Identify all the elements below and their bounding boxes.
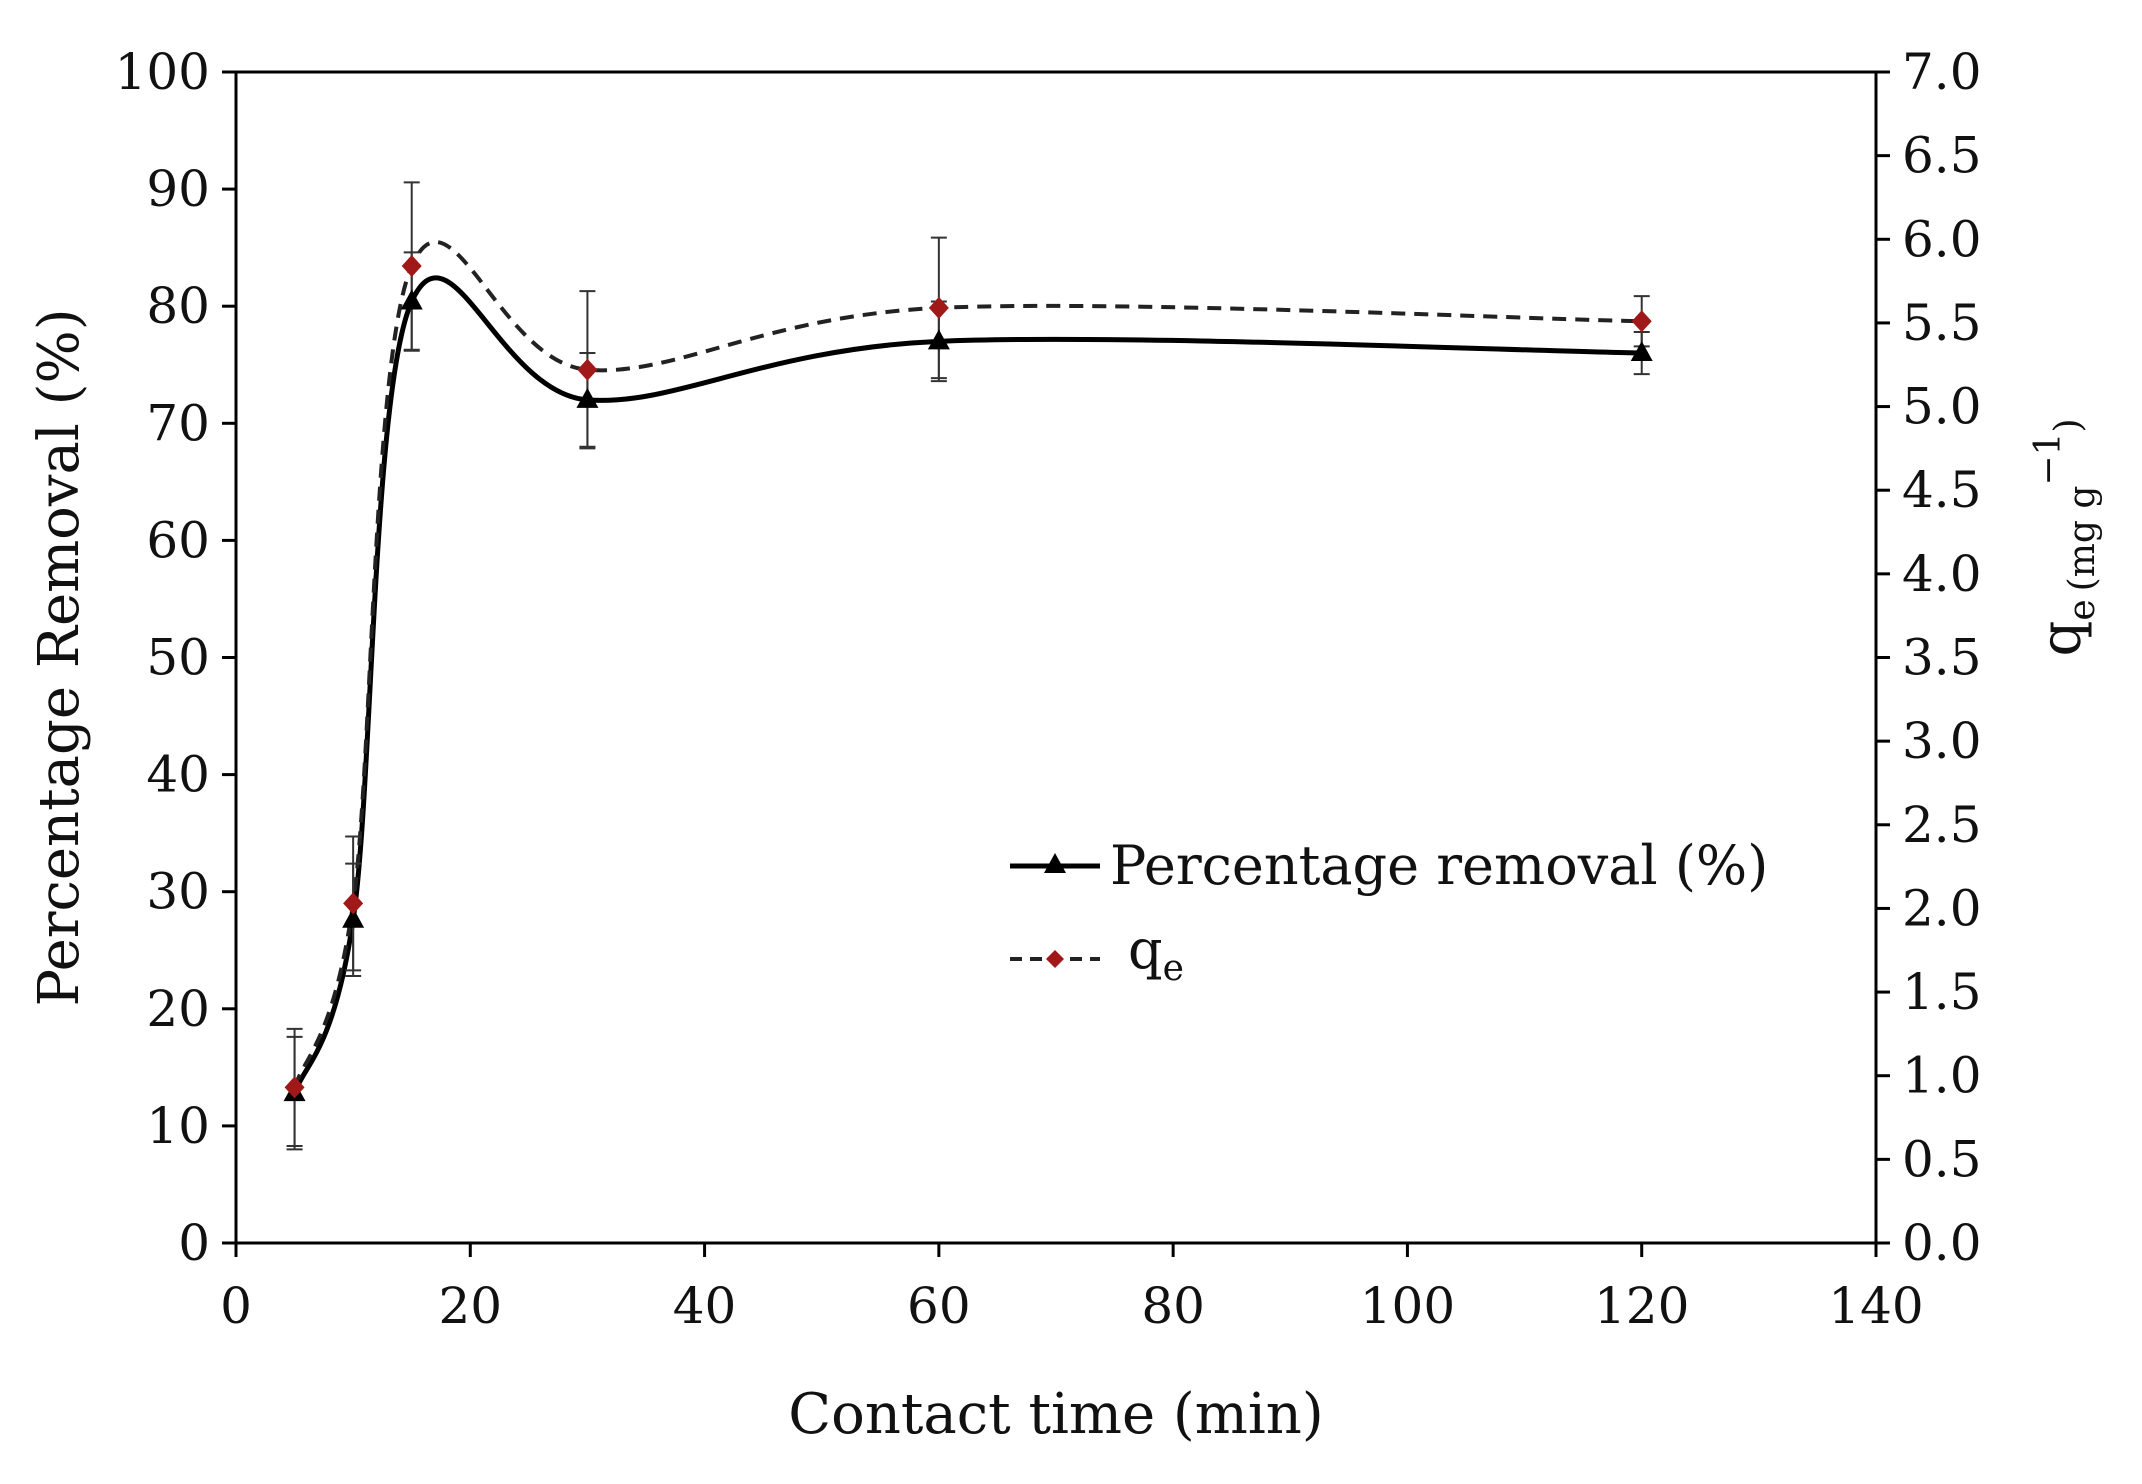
- data-point-qe: [928, 296, 949, 319]
- y-tick-label: 10: [146, 1097, 210, 1155]
- data-point-qe: [284, 1076, 305, 1099]
- data-point-qe: [1631, 310, 1652, 333]
- series-line-qe: [292, 240, 1642, 1089]
- y2-tick-label: 1.0: [1902, 1047, 1982, 1105]
- y2-title-unit: (mg g: [2062, 486, 2103, 592]
- legend-qe-sub: e: [1163, 948, 1184, 989]
- y2-tick-label: 6.0: [1902, 210, 1982, 268]
- x-tick-label: 0: [220, 1277, 252, 1335]
- y-tick-label: 90: [146, 160, 210, 218]
- y-tick-label: 100: [115, 43, 210, 101]
- legend-label-percentage: Percentage removal (%): [1110, 834, 1768, 897]
- x-tick-label: 100: [1360, 1277, 1455, 1335]
- y2-title-close: ): [2048, 418, 2089, 432]
- x-tick-label: 80: [1141, 1277, 1205, 1335]
- y2-tick-label: 2.5: [1902, 796, 1982, 854]
- legend-qe-main: q: [1128, 918, 1163, 981]
- data-point-percentage: [927, 329, 950, 350]
- legend-label-qe: qe: [1128, 918, 1184, 989]
- y2-tick-label: 1.5: [1902, 963, 1982, 1021]
- x-tick-label: 20: [438, 1277, 502, 1335]
- x-tick-label: 140: [1828, 1277, 1923, 1335]
- y2-tick-label: 5.5: [1902, 294, 1982, 352]
- y2-tick-label: 4.5: [1902, 461, 1982, 519]
- y2-title-main: q: [2029, 621, 2094, 657]
- y-tick-label: 70: [146, 394, 210, 452]
- legend: Percentage removal (%) qe: [1010, 834, 1768, 989]
- x-tick-label: 40: [673, 1277, 737, 1335]
- y-tick-label: 30: [146, 863, 210, 921]
- x-axis-title: Contact time (min): [788, 1382, 1323, 1447]
- y-tick-label: 20: [146, 980, 210, 1038]
- legend-diamond-marker: [1046, 950, 1064, 968]
- data-point-qe: [401, 255, 422, 278]
- y2-tick-label: 7.0: [1902, 43, 1982, 101]
- y-tick-label: 0: [178, 1214, 210, 1272]
- legend-triangle-marker: [1044, 853, 1066, 873]
- y-axis-title: Percentage Removal (%): [27, 308, 92, 1006]
- y2-axis-title: qe (mg g−1): [2028, 418, 2103, 656]
- y2-title-sup: −1: [2028, 433, 2069, 486]
- y2-tick-label: 5.0: [1902, 378, 1982, 436]
- y-tick-label: 60: [146, 511, 210, 569]
- data-point-percentage: [342, 907, 365, 928]
- data-point-percentage: [1630, 341, 1653, 362]
- y-tick-label: 40: [146, 746, 210, 804]
- y-tick-label: 80: [146, 277, 210, 335]
- y2-tick-label: 4.0: [1902, 545, 1982, 603]
- y-tick-label: 50: [146, 629, 210, 687]
- y2-tick-label: 3.0: [1902, 712, 1982, 770]
- data-point-qe: [577, 358, 598, 381]
- y2-tick-label: 3.5: [1902, 629, 1982, 687]
- data-point-percentage: [576, 387, 599, 408]
- y2-tick-label: 2.0: [1902, 879, 1982, 937]
- y2-title-sub: e: [2062, 599, 2103, 620]
- y2-tick-label: 0.5: [1902, 1130, 1982, 1188]
- data-point-percentage: [400, 289, 423, 310]
- y2-tick-label: 6.5: [1902, 127, 1982, 185]
- x-tick-label: 120: [1594, 1277, 1689, 1335]
- series-line-percentage-removal: [292, 275, 1642, 1094]
- x-tick-label: 60: [907, 1277, 971, 1335]
- data-point-qe: [343, 892, 364, 915]
- y2-tick-label: 0.0: [1902, 1214, 1982, 1272]
